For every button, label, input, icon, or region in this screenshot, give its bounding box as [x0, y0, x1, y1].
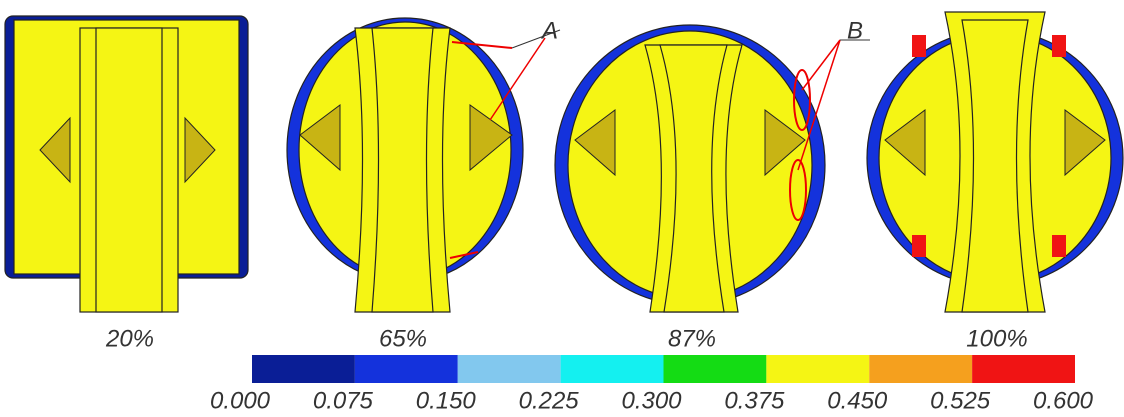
figure: 20% 65% 87% 100% A B 0.000 0.075 0.150 0.22… [0, 0, 1124, 417]
colorbar: 0.000 0.075 0.150 0.225 0.300 0.375 0.450 0.525… [210, 355, 1094, 414]
colorbar-tick-label: 0.525 [930, 387, 991, 414]
annotation: A [540, 17, 558, 44]
colorbar-segment [458, 355, 561, 383]
colorbar-tick-label: 0.150 [416, 387, 477, 414]
colorbar-segment [869, 355, 972, 383]
colorbar-tick-label: 0.375 [724, 387, 785, 414]
colorbar-segment [972, 355, 1075, 383]
colorbar-tick-label: 0.225 [519, 387, 580, 414]
specimen-65 [287, 18, 560, 312]
panel-label: 20% [105, 325, 154, 352]
colorbar-segment [664, 355, 767, 383]
colorbar-segment [252, 355, 355, 383]
specimen-100 [867, 12, 1123, 312]
colorbar-tick-label: 0.600 [1033, 387, 1094, 414]
annotation: B [847, 17, 863, 44]
colorbar-tick-label: 0.075 [313, 387, 374, 414]
panel-label: 100% [966, 325, 1027, 352]
panel-label: 87% [668, 325, 716, 352]
panel-label: 65% [379, 325, 427, 352]
specimen-20 [5, 16, 248, 312]
colorbar-segment [766, 355, 869, 383]
colorbar-tick-label: 0.000 [210, 387, 271, 414]
colorbar-segment [561, 355, 664, 383]
colorbar-tick-label: 0.450 [827, 387, 888, 414]
colorbar-tick-label: 0.300 [621, 387, 682, 414]
specimen-87 [555, 25, 870, 312]
colorbar-segment [355, 355, 458, 383]
